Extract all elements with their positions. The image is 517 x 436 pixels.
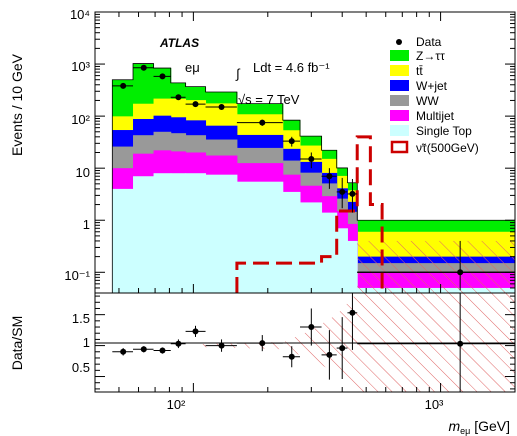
legend-swatch-multijet [390,110,409,121]
legend-label-ztt: Z→ττ [416,49,445,63]
legend-swatch-ttbar [390,65,409,76]
y-tick-label-top: 10⁻¹ [64,268,90,283]
stack-bar-singletop [205,174,238,293]
ratio-point [192,328,199,335]
data-point [349,190,356,197]
legend-label-ttbar: tt̄ [416,64,423,78]
legend-label-ww: WW [416,94,439,108]
stack-bar-singletop [300,202,323,293]
data-point [218,103,225,110]
ratio-point [259,340,266,347]
data-point [457,269,464,276]
data-points-top [112,64,515,291]
signal-histogram [235,135,384,293]
ratio-point [218,342,225,349]
legend-label-data: Data [416,35,442,49]
ratio-point [326,351,333,358]
legend-label-singletop: Single Top [416,124,472,138]
legend-swatch-wjet [390,80,409,91]
legend-label-wjet: W+jet [416,79,448,93]
legend-label-signal: ν̃τ(500GeV) [416,141,479,155]
stack-bar-singletop [236,181,284,293]
legend-swatch-signal [390,140,409,154]
y-axis-title-top: Events / 10 GeV [9,53,25,156]
stack-bar-singletop [282,191,301,293]
data-point [120,82,127,89]
stack-bar-singletop [347,240,358,293]
y-tick-label-ratio: 1.5 [72,311,90,326]
y-axis-title-ratio: Data/SM [9,316,25,370]
ratio-point [349,309,356,316]
x-axis-title: meμ [GeV] [448,418,510,436]
ratio-point [120,348,127,355]
legend: Data Z→ττ tt̄ W+jet WW Multijet Single T… [390,35,479,155]
stack-total-outline [111,63,515,293]
y-tick-label-top: 10² [71,112,90,127]
data-point [308,156,315,163]
axis-ticks [94,11,516,392]
luminosity-label: Ldt = 4.6 fb⁻¹ [253,60,330,75]
ratio-point [457,340,464,347]
ratio-point [308,324,315,331]
stack-bar-singletop [153,173,172,293]
channel-label: eμ [185,60,200,75]
y-tick-label-top: 10³ [71,59,90,74]
ratio-point [288,353,295,360]
data-point [140,64,147,71]
data-points-ratio [112,293,515,392]
y-tick-label-top: 1 [83,217,90,232]
stack-bar-singletop [112,188,134,293]
legend-marker-data [396,39,402,45]
stack-bar-singletop [321,212,338,293]
ratio-point [339,345,346,352]
stack-bar-singletop [336,228,348,293]
lumi-integral-sign: ∫ [235,66,241,81]
data-point [192,101,199,108]
signal-line [235,135,384,293]
y-tick-label-top: 10⁴ [70,7,90,22]
data-point [175,94,182,101]
data-point [288,138,295,145]
x-tick-label: 10² [167,397,186,412]
stack-bar-singletop [133,176,155,293]
y-tick-label-ratio: 0.5 [72,360,90,375]
data-point [259,119,266,126]
data-point [159,73,166,80]
x-tick-label: 10³ [425,397,444,412]
stack-bar-singletop [170,173,187,293]
legend-swatch-ww [390,95,409,106]
energy-label: √s = 7 TeV [238,92,300,107]
ratio-point [140,346,147,353]
ratio-panel-frame [94,292,516,393]
stack-bar-singletop [185,173,207,293]
ratio-point [175,340,182,347]
legend-swatch-singletop [390,125,409,136]
experiment-label: ATLAS [159,36,199,50]
legend-label-multijet: Multijet [416,109,455,123]
y-tick-label-top: 10 [76,165,90,180]
ratio-point [159,347,166,354]
y-tick-label-ratio: 1 [83,335,90,350]
data-point [326,173,333,180]
legend-swatch-ztt [390,50,409,61]
data-point [339,188,346,195]
